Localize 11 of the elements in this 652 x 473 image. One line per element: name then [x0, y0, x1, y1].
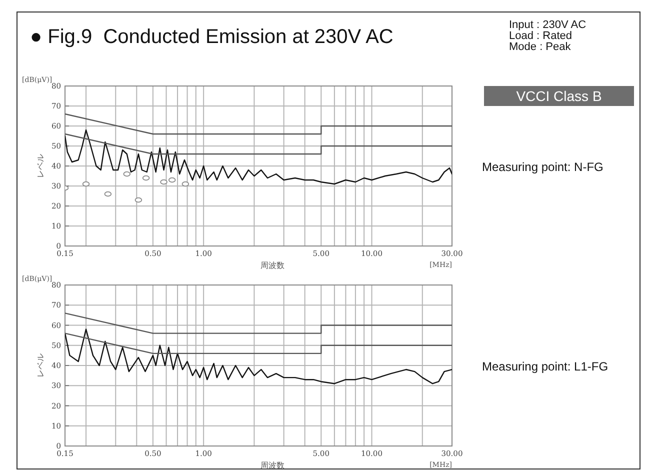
x-axis-title: 周波数	[260, 461, 284, 470]
y-axis-title: レベル	[36, 154, 45, 178]
text: Measuring point: L1-FG	[482, 360, 608, 374]
text: VCCI Class B	[516, 88, 602, 104]
text: Input : 230V AC	[509, 19, 586, 31]
text: Measuring point: N-FG	[482, 160, 604, 174]
x-axis-title: 周波数	[260, 261, 284, 270]
text: Mode : Peak	[509, 41, 572, 53]
text: Load : Rated	[509, 30, 572, 42]
y-axis-title: レベル	[36, 354, 45, 378]
chart-title: ● Fig.9 Conducted Emission at 230V AC	[30, 26, 394, 48]
